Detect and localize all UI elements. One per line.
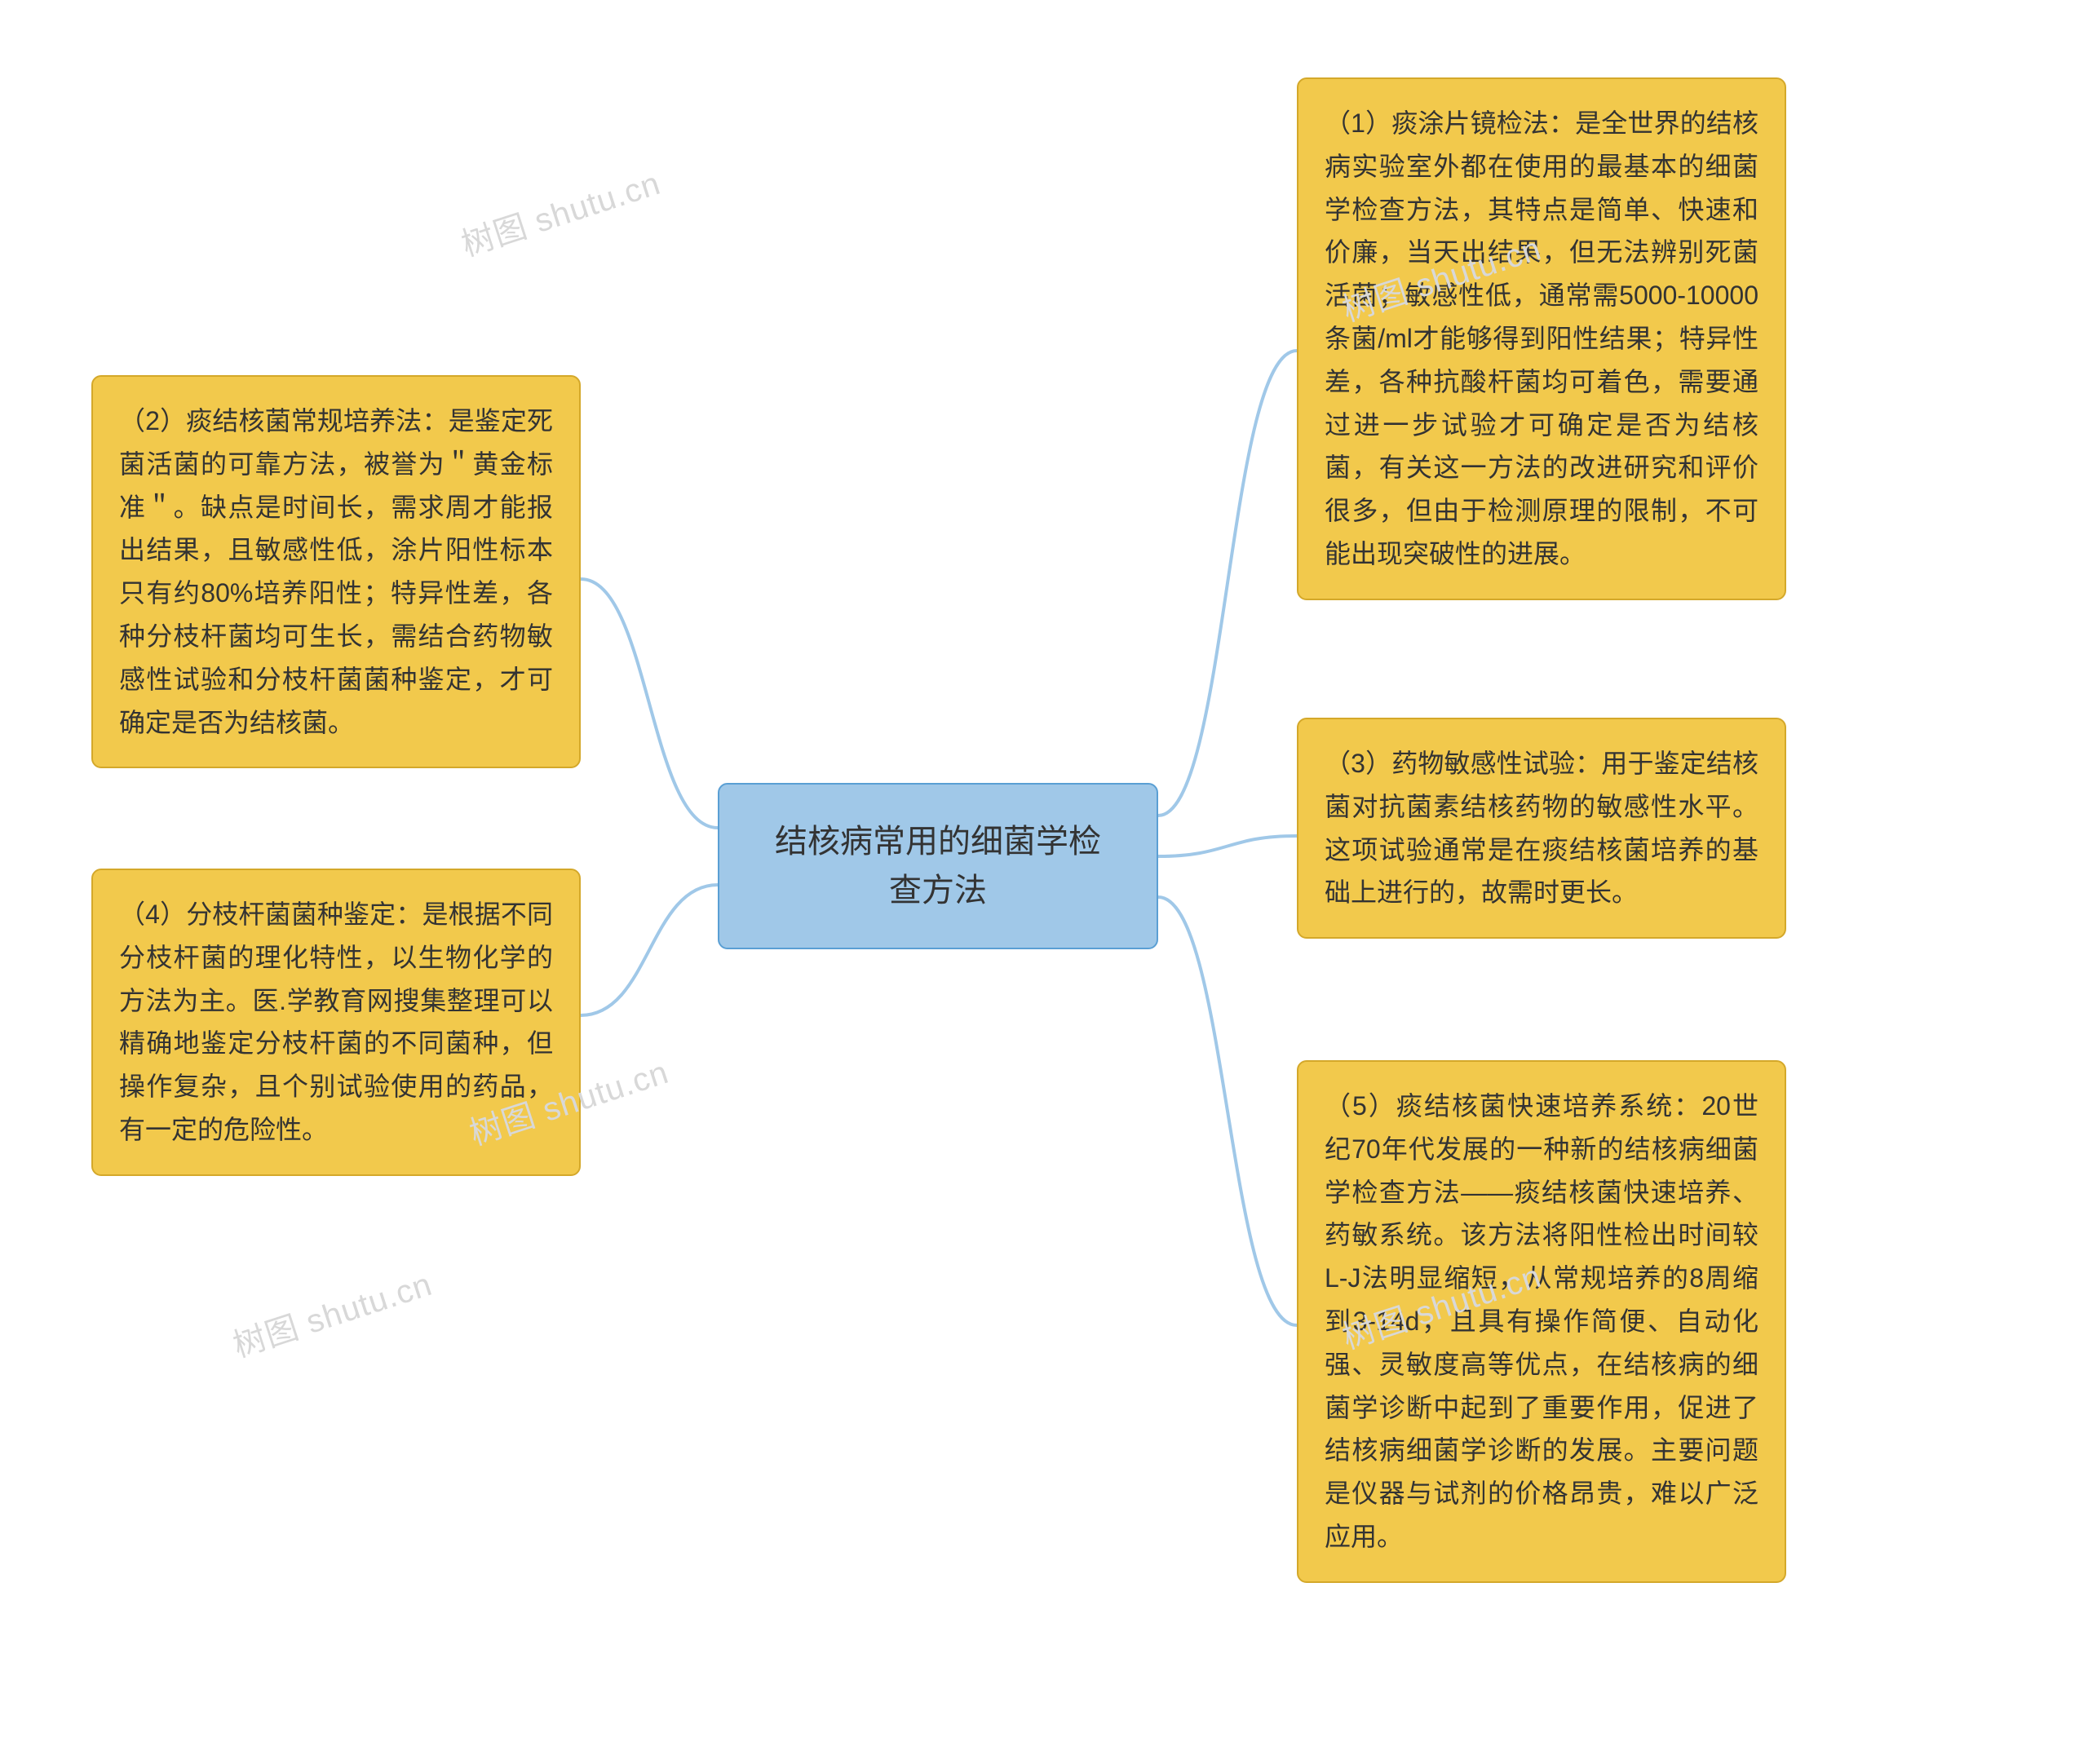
mindmap-node-3: （3）药物敏感性试验：用于鉴定结核菌对抗菌素结核药物的敏感性水平。这项试验通常是… — [1297, 718, 1786, 939]
center-node: 结核病常用的细菌学检查方法 — [718, 783, 1158, 949]
connector-edge — [1158, 351, 1297, 816]
mindmap-node-1: （1）痰涂片镜检法：是全世界的结核病实验室外都在使用的最基本的细菌学检查方法，其… — [1297, 77, 1786, 600]
mindmap-node-4: （4）分枝杆菌菌种鉴定：是根据不同分枝杆菌的理化特性，以生物化学的方法为主。医.… — [91, 869, 581, 1176]
mindmap-node-5: （5）痰结核菌快速培养系统：20世纪70年代发展的一种新的结核病细菌学检查方法—… — [1297, 1060, 1786, 1583]
connector-edge — [581, 885, 718, 1015]
watermark: 树图 shutu.cn — [226, 1258, 437, 1366]
watermark: 树图 shutu.cn — [454, 157, 666, 265]
connector-edge — [581, 579, 718, 828]
connector-edge — [1158, 897, 1297, 1325]
mindmap-node-2: （2）痰结核菌常规培养法：是鉴定死菌活菌的可靠方法，被誉为＂黄金标准＂。缺点是时… — [91, 375, 581, 768]
connector-edge — [1158, 836, 1297, 856]
